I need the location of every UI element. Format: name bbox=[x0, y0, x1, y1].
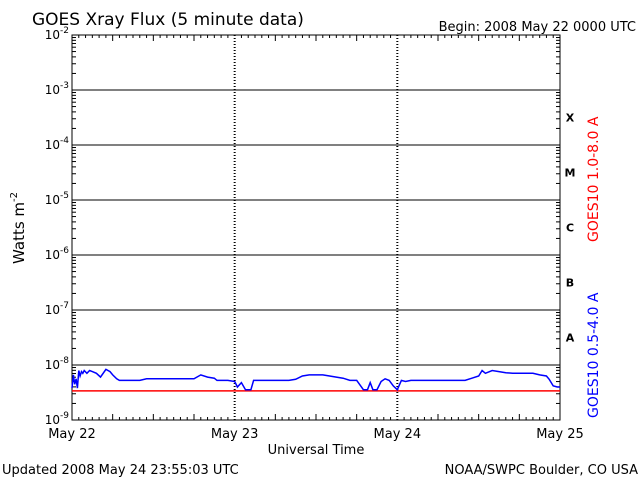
y-tick-exponent: -4 bbox=[60, 136, 69, 146]
y-tick-label: 10-6 bbox=[45, 246, 70, 262]
x-tick-label: May 23 bbox=[211, 427, 259, 442]
flare-class-label: M bbox=[565, 167, 576, 180]
y-axis-label: Watts m-2 bbox=[9, 192, 28, 264]
y-tick-exponent: -7 bbox=[60, 301, 69, 311]
flare-class-label: A bbox=[566, 332, 575, 345]
y-tick-label: 10-3 bbox=[45, 81, 69, 97]
x-axis-label: Universal Time bbox=[268, 443, 365, 458]
flare-class-label: C bbox=[566, 222, 574, 235]
y-tick-label: 10-8 bbox=[45, 356, 70, 372]
y-axis-label-superscript: -2 bbox=[9, 192, 20, 202]
y-tick-label: 10-7 bbox=[45, 301, 69, 317]
footer-updated: Updated 2008 May 24 23:55:03 UTC bbox=[2, 463, 239, 478]
y-tick-exponent: -8 bbox=[60, 356, 69, 366]
y-tick-base: 10 bbox=[45, 193, 60, 207]
y-tick-base: 10 bbox=[45, 303, 60, 317]
y-tick-exponent: -6 bbox=[60, 246, 69, 256]
y-tick-label: 10-4 bbox=[45, 136, 70, 152]
x-tick-label: May 22 bbox=[48, 427, 96, 442]
plot-frame bbox=[71, 34, 561, 421]
flare-class-label: B bbox=[566, 277, 574, 290]
y-tick-base: 10 bbox=[45, 28, 60, 42]
y-axis-label-main: Watts m bbox=[10, 202, 28, 264]
flare-class-label: X bbox=[566, 112, 575, 125]
x-tick-label: May 24 bbox=[374, 427, 422, 442]
y-tick-base: 10 bbox=[45, 138, 60, 152]
y-tick-exponent: -3 bbox=[60, 81, 69, 91]
legend-goes10-long: GOES10 1.0-8.0 A bbox=[586, 116, 602, 242]
legend-goes10-short: GOES10 0.5-4.0 A bbox=[586, 292, 602, 418]
y-tick-base: 10 bbox=[45, 358, 60, 372]
y-tick-exponent: -9 bbox=[60, 411, 69, 421]
y-tick-label: 10-9 bbox=[45, 411, 70, 427]
y-tick-base: 10 bbox=[45, 83, 60, 97]
x-tick-label: May 25 bbox=[536, 427, 584, 442]
y-tick-label: 10-5 bbox=[45, 191, 69, 207]
chart-title: GOES Xray Flux (5 minute data) bbox=[32, 10, 304, 30]
y-tick-exponent: -5 bbox=[60, 191, 69, 201]
plot-area bbox=[71, 34, 561, 421]
y-tick-label: 10-2 bbox=[45, 26, 69, 42]
y-tick-exponent: -2 bbox=[60, 26, 69, 36]
footer-credit: NOAA/SWPC Boulder, CO USA bbox=[445, 463, 638, 478]
series-line-short bbox=[71, 368, 560, 391]
begin-label: Begin: 2008 May 22 0000 UTC bbox=[439, 20, 636, 35]
y-tick-base: 10 bbox=[45, 248, 60, 262]
y-tick-base: 10 bbox=[45, 413, 60, 427]
